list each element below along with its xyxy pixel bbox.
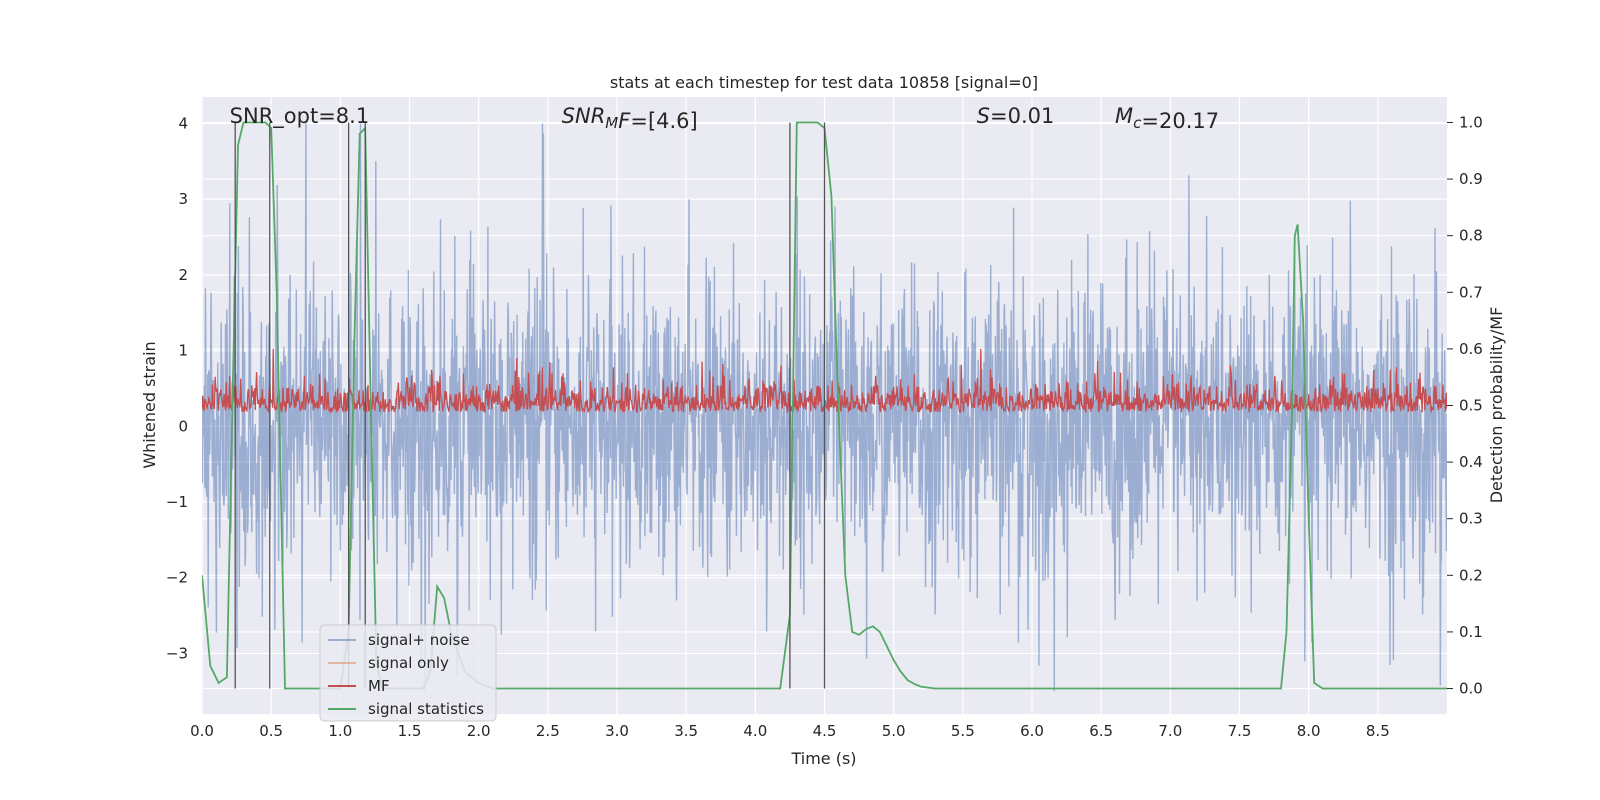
x-tick-label: 7.0	[1158, 722, 1182, 740]
y-tick-label: 0	[178, 417, 188, 435]
annotation-1: SNRMF=[4.6]	[562, 104, 698, 133]
y-tick-label: −2	[166, 569, 188, 587]
y-right-tick-label: 0.3	[1459, 510, 1483, 528]
y-tick-label: 1	[178, 342, 188, 360]
y-right-tick-label: 0.6	[1459, 340, 1483, 358]
x-tick-label: 2.0	[467, 722, 491, 740]
legend-label: signal statistics	[368, 700, 484, 718]
y-right-tick-label: 0.8	[1459, 227, 1483, 245]
x-axis-label: Time (s)	[790, 749, 856, 768]
x-tick-label: 7.5	[1228, 722, 1252, 740]
y-right-tick-label: 0.1	[1459, 623, 1483, 641]
y-right-tick-label: 0.4	[1459, 453, 1483, 471]
x-axis: 0.0 0.5 1.0 1.5 2.0 2.5 3.0 3.5 4.0 4.5 5.0 5.5 6.0 6…	[190, 722, 1390, 740]
x-tick-label: 4.0	[743, 722, 767, 740]
y-tick-label: −1	[166, 493, 188, 511]
y-tick-label: 2	[178, 266, 188, 284]
y-tick-label: −3	[166, 644, 188, 662]
x-tick-label: 3.5	[674, 722, 698, 740]
annotation-0: SNR_opt=8.1	[230, 104, 370, 129]
y-tick-label: 4	[178, 114, 188, 132]
annotation-2: S=0.01	[977, 104, 1055, 128]
annotation-3: Mc=20.17	[1115, 104, 1219, 133]
x-tick-label: 6.5	[1089, 722, 1113, 740]
x-tick-label: 6.0	[1020, 722, 1044, 740]
vertical-lines	[234, 122, 826, 689]
legend-label: MF	[368, 677, 390, 695]
y-axis-left: 4 3 2 1 0 −1 −2 −3	[166, 114, 188, 662]
x-tick-label: 4.5	[813, 722, 837, 740]
y-right-tick-label: 0.5	[1459, 397, 1483, 415]
x-tick-label: 5.5	[951, 722, 975, 740]
x-tick-label: 0.0	[190, 722, 214, 740]
legend: signal+ noise signal only MF signal statist…	[319, 624, 497, 722]
y-right-tick-label: 0.0	[1459, 680, 1483, 698]
y-axis-label-right: Detection probability/MF	[1487, 307, 1506, 504]
y-axis-label: Whitened strain	[140, 341, 159, 468]
x-tick-label: 8.5	[1366, 722, 1390, 740]
y-tick-label: 3	[178, 190, 188, 208]
legend-box	[319, 624, 497, 722]
legend-label: signal only	[368, 654, 449, 672]
y-right-tick-label: 0.2	[1459, 566, 1483, 584]
x-tick-label: 1.5	[398, 722, 422, 740]
annotations: SNR_opt=8.1 SNRMF=[4.6] S=0.01 Mc=20.17	[230, 104, 1219, 133]
x-tick-label: 8.0	[1297, 722, 1321, 740]
x-tick-label: 2.5	[536, 722, 560, 740]
chart-title: stats at each timestep for test data 108…	[610, 73, 1038, 92]
y-right-tick-label: 0.7	[1459, 283, 1483, 301]
x-tick-label: 1.0	[328, 722, 352, 740]
x-tick-label: 5.0	[882, 722, 906, 740]
series-signal-statistics	[202, 121, 1447, 690]
y-right-tick-label: 0.9	[1459, 170, 1483, 188]
y-axis-right: 1.0 0.9 0.8 0.7 0.6 0.5 0.4 0.3 0.2 0.1 0.0	[1447, 113, 1483, 698]
legend-label: signal+ noise	[368, 631, 470, 649]
x-tick-label: 3.0	[605, 722, 629, 740]
y-right-tick-label: 1.0	[1459, 113, 1483, 131]
x-tick-label: 0.5	[259, 722, 283, 740]
